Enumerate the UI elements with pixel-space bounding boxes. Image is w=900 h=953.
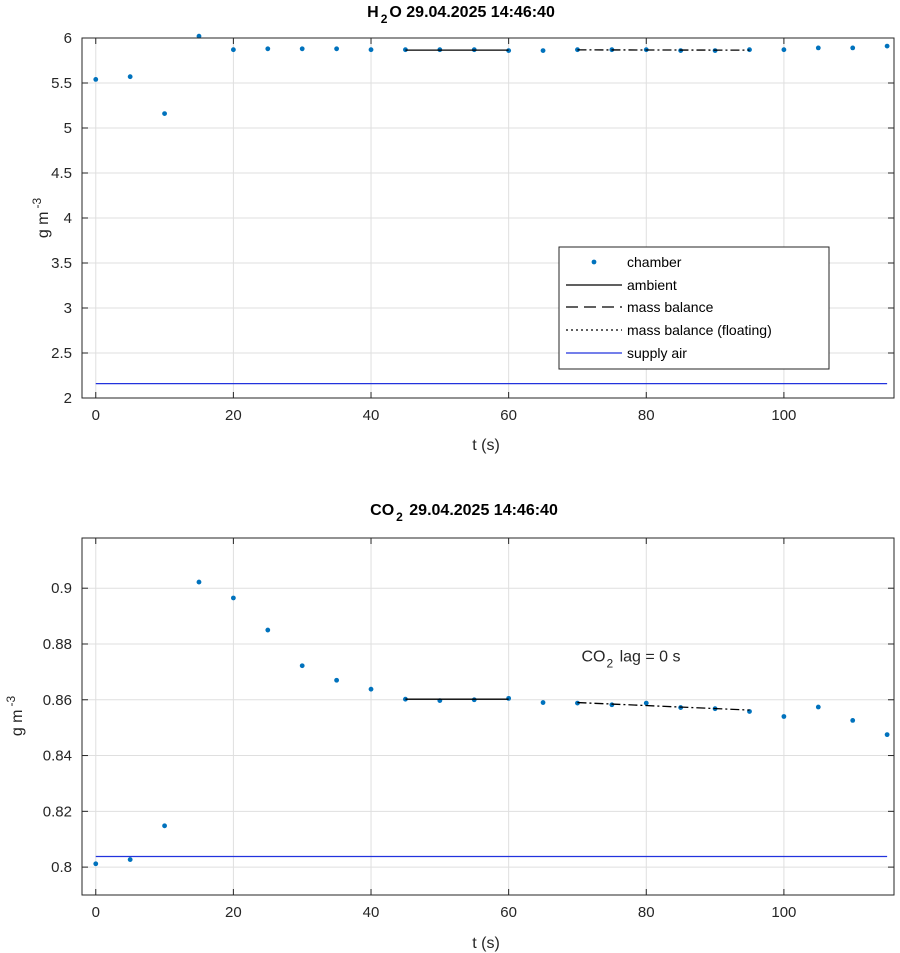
co2-ytick-label: 0.84 (43, 748, 72, 765)
h2o-xtick-label: 60 (500, 407, 517, 424)
h2o-ytick-label: 3 (64, 300, 72, 317)
co2-chamber-point (162, 823, 167, 829)
h2o-chamber-point (230, 47, 236, 53)
h2o-chamber-point (575, 47, 580, 53)
h2o-chamber-point (781, 47, 787, 53)
co2-ytick-label: 0.88 (43, 636, 72, 653)
h2o-chamber-point (127, 74, 133, 80)
co2-series (93, 579, 890, 867)
legend-chamber-label: chamber (627, 254, 682, 270)
co2-title-rest: 29.04.2025 14:46:40 (405, 502, 558, 519)
h2o-ticks: 0 20 40 60 80 100 2 2.5 3 3.5 4 4.5 5 5.5 6 (51, 30, 894, 424)
co2-lag-annotation-rest: lag = 0 s (615, 649, 680, 666)
h2o-xtick-label: 0 (92, 407, 100, 424)
h2o-legend: chamber ambient mass balance mass balanc… (558, 246, 830, 370)
co2-ticks: 0 20 40 60 80 100 0.8 0.82 0.84 0.86 0.88 0.9 (43, 538, 894, 921)
h2o-xlabel: t (s) (472, 437, 500, 454)
legend-mass-balance-floating-label: mass balance (floating) (627, 322, 772, 338)
h2o-chamber-point (196, 33, 202, 39)
co2-chamber-point (127, 857, 133, 862)
h2o-legend-box (558, 246, 830, 370)
h2o-chamber-point (850, 45, 856, 51)
co2-chamber-point (93, 861, 99, 867)
h2o-ytick-label: 6 (64, 30, 72, 47)
h2o-chamber-point (299, 46, 305, 52)
h2o-xtick-label: 100 (771, 407, 796, 424)
co2-chamber-point (196, 579, 202, 585)
co2-ylabel: g m -3 (4, 696, 26, 737)
legend-chamber-marker (591, 259, 597, 265)
co2-title-main: CO (370, 502, 394, 519)
h2o-title-main: H (367, 4, 379, 21)
h2o-title-sub: 2 (381, 12, 388, 26)
co2-chamber-point (643, 700, 649, 706)
h2o-ytick-label: 2 (64, 390, 72, 407)
h2o-ytick-label: 4 (64, 210, 72, 227)
h2o-ytick-label: 5.5 (51, 75, 72, 92)
co2-ytick-label: 0.9 (51, 580, 72, 597)
co2-chamber-point (265, 627, 271, 633)
h2o-chamber-point (265, 46, 271, 52)
co2-xtick-label: 100 (771, 904, 796, 921)
h2o-chamber-point (162, 111, 167, 116)
co2-plot-frame (81, 537, 895, 896)
co2-xtick-label: 80 (638, 904, 655, 921)
h2o-ytick-label: 2.5 (51, 345, 72, 362)
co2-chamber-point (815, 704, 821, 710)
co2-chamber-point (368, 686, 374, 692)
co2-title: CO 2 29.04.2025 14:46:40 (370, 502, 558, 524)
h2o-title-rest: O 29.04.2025 14:46:40 (389, 4, 555, 21)
h2o-ylabel-main: g m (35, 212, 52, 239)
h2o-ylabel: g m -3 (30, 198, 52, 239)
co2-lag-annotation-main: CO (581, 649, 605, 666)
co2-grid (82, 538, 894, 895)
h2o-xtick-label: 40 (363, 407, 380, 424)
h2o-chamber-point (815, 45, 821, 51)
co2-lag-annotation: CO2 lag = 0 s (581, 649, 680, 671)
legend-ambient-label: ambient (627, 277, 677, 293)
co2-chamber-point (781, 714, 787, 719)
co2-xlabel: t (s) (472, 935, 500, 952)
h2o-chamber-point (334, 46, 340, 52)
co2-mass-balance-line (577, 701, 750, 711)
co2-ytick-label: 0.82 (43, 803, 72, 820)
co2-xtick-label: 40 (363, 904, 380, 921)
co2-xtick-label: 60 (500, 904, 517, 921)
h2o-chamber-point (93, 77, 99, 82)
h2o-ytick-label: 4.5 (51, 165, 72, 182)
co2-chamber-point (299, 663, 305, 669)
h2o-chamber-point (368, 47, 374, 53)
h2o-xtick-label: 20 (225, 407, 242, 424)
co2-ylabel-sup: -3 (4, 696, 18, 707)
co2-chamber-point (884, 732, 890, 738)
co2-xtick-label: 20 (225, 904, 242, 921)
co2-chamber-point (506, 695, 512, 701)
co2-ytick-label: 0.86 (43, 692, 72, 709)
co2-ytick-label: 0.8 (51, 859, 72, 876)
co2-ylabel-main: g m (9, 710, 26, 737)
co2-title-sub: 2 (396, 510, 403, 524)
h2o-ylabel-sup: -3 (30, 198, 44, 209)
co2-chamber-point (609, 702, 615, 708)
co2-xtick-label: 0 (92, 904, 100, 921)
h2o-chamber-point (540, 48, 546, 53)
co2-chamber-point (230, 595, 236, 601)
co2-lag-annotation-sub: 2 (606, 657, 613, 671)
legend-supply-air-label: supply air (627, 345, 687, 361)
h2o-ytick-label: 5 (64, 120, 72, 137)
co2-chamber-point (850, 718, 856, 723)
legend-mass-balance-label: mass balance (627, 299, 714, 315)
h2o-chamber-point (884, 43, 890, 49)
co2-chamber-point (334, 677, 340, 683)
h2o-ytick-label: 3.5 (51, 255, 72, 272)
h2o-series (93, 33, 890, 385)
h2o-xtick-label: 80 (638, 407, 655, 424)
co2-chamber-point (540, 700, 546, 705)
